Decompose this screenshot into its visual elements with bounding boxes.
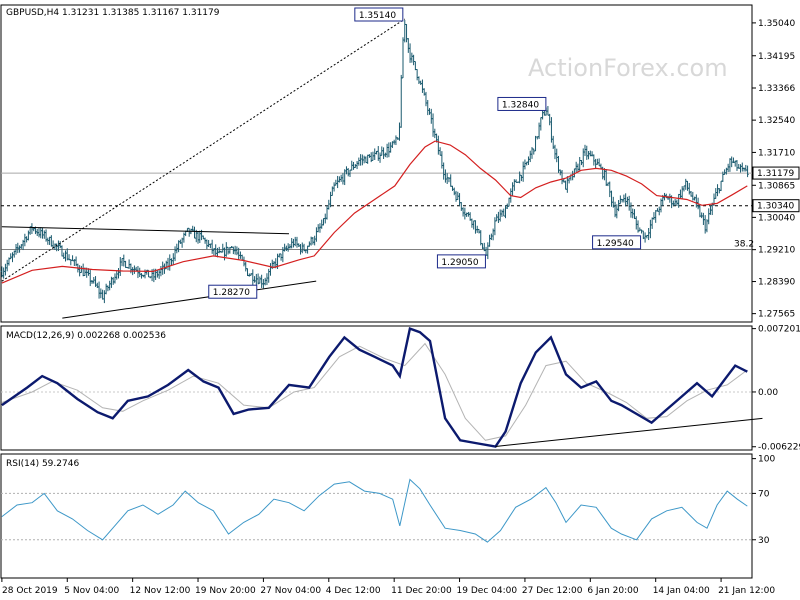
macd-pane: 0.007201 0.00 -0.006229 [0,325,800,453]
fib-level-label: 38.2 [734,240,754,250]
x-axis: 28 Oct 2019 5 Nov 04:00 12 Nov 12:00 19 Nov… [1,578,775,596]
current-price-label-box [752,166,800,180]
x-tick-label: 21 Jan 12:00 [718,586,775,596]
x-tick-label: 14 Jan 04:00 [653,586,710,596]
x-tick-label: 6 Jan 20:00 [587,586,639,596]
swing-label: 1.29050 [441,258,478,268]
rsi-y-tick-label: 100 [758,455,775,465]
swing-label: 1.28270 [213,288,250,298]
x-tick-label: 12 Nov 12:00 [130,586,191,596]
swing-label: 1.32840 [502,100,539,110]
swing-label-box [436,254,486,269]
swing-label: 1.29540 [597,239,634,249]
price-y-tick-label: 1.30865 [758,181,795,191]
rsi-y-tick-label: 70 [758,489,770,499]
rsi-title: RSI(14) 59.2746 [6,459,79,469]
moving-average-line [1,140,748,284]
price-y-tick-label: 1.32540 [758,116,795,126]
x-tick-label: 11 Dec 20:00 [391,586,452,596]
macd-title: MACD(12,26,9) 0.002268 0.002536 [6,331,166,341]
price-y-tick-label: 1.30040 [758,213,795,223]
price-y-tick-label: 1.33366 [758,84,795,94]
price-frame [0,4,753,323]
rsi-line [1,478,748,543]
x-tick-label: 5 Nov 04:00 [64,586,119,596]
price-y-tick-label: 1.27565 [758,310,795,320]
macd-y-tick-label: -0.006229 [758,443,800,453]
x-tick-label: 19 Dec 04:00 [457,586,518,596]
macd-y-tick-label: 0.007201 [758,325,800,335]
swing-label-box [208,284,258,299]
watermark: ActionForex.com [528,54,728,82]
price-y-tick-label: 1.29210 [758,246,795,256]
price-y-tick-label: 1.28390 [758,278,795,288]
price-pane: 1.35040 1.34195 1.33366 1.32540 1.31710 1.308… [0,4,800,323]
macd-signal-line [1,342,748,441]
macd-y-tick-label: 0.00 [758,388,778,398]
price-trendline [1,18,406,282]
support-level-label: 1.30340 [757,202,794,212]
macd-line [1,327,748,448]
x-tick-label: 28 Oct 2019 [2,586,58,596]
swing-label: 1.35140 [359,11,396,21]
rsi-pane: 100 70 30 [0,453,775,579]
x-tick-label: 27 Nov 04:00 [260,586,321,596]
rsi-frame [0,453,753,579]
price-title: GBPUSD,H4 1.31231 1.31385 1.31167 1.3117… [6,8,220,18]
x-tick-label: 19 Nov 20:00 [195,586,256,596]
swing-label-box [592,235,642,250]
swing-label-box [354,7,404,22]
rsi-y-tick-label: 30 [758,536,770,546]
support-level-label-box [752,199,800,213]
price-y-tick-label: 1.31710 [758,148,795,158]
swing-label-box [497,96,547,111]
price-trendline [62,280,317,319]
price-y-tick-label: 1.35040 [758,19,795,29]
x-tick-label: 27 Dec 12:00 [522,586,583,596]
current-price-label: 1.31179 [757,169,794,179]
macd-frame [0,325,753,451]
price-y-tick-label: 1.34195 [758,52,795,62]
x-tick-label: 4 Dec 12:00 [326,586,381,596]
macd-trendline [495,417,763,447]
price-trendline [1,226,289,235]
